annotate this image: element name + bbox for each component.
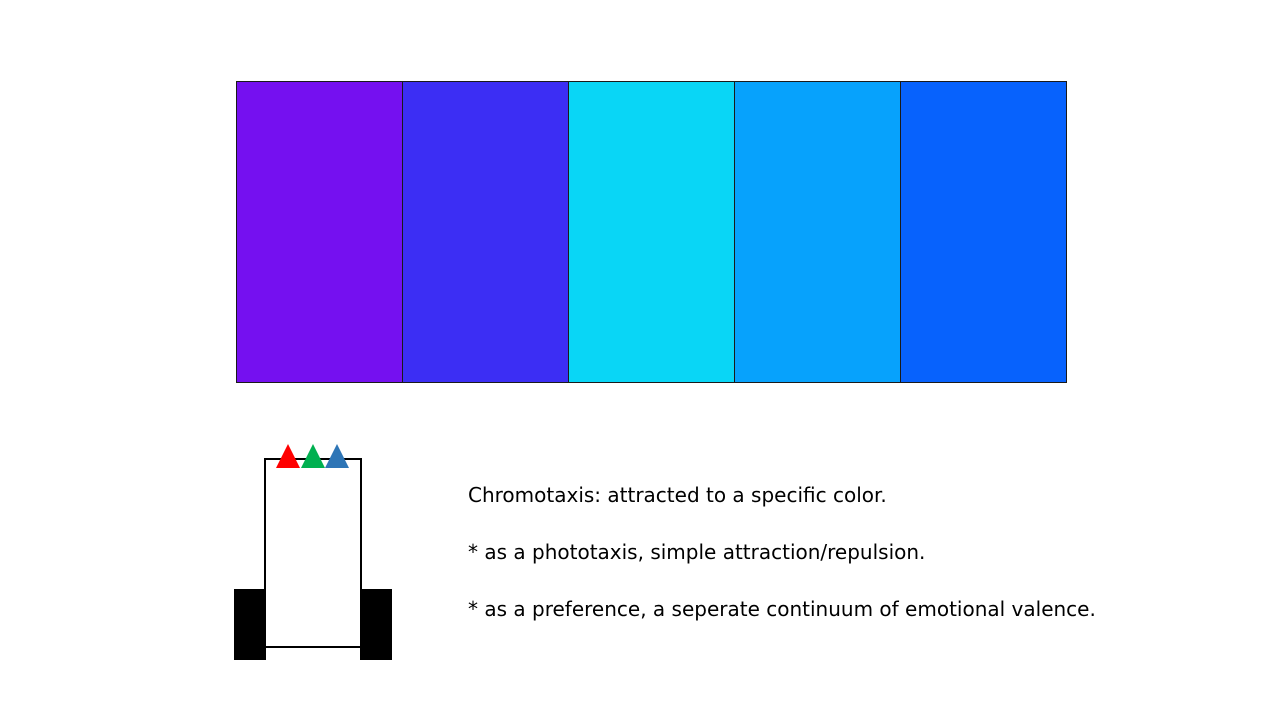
- robot-diagram: [232, 440, 396, 664]
- swatch-cyan: [569, 81, 735, 383]
- swatch-violet: [236, 81, 403, 383]
- swatch-blue: [901, 81, 1067, 383]
- right-wheel: [360, 589, 392, 660]
- note-chromotaxis: Chromotaxis: attracted to a specific col…: [468, 483, 887, 507]
- robot-body: [264, 458, 362, 648]
- swatch-sky-blue: [735, 81, 901, 383]
- red-sensor-icon: [276, 444, 300, 468]
- left-wheel: [234, 589, 266, 660]
- notes-text: Chromotaxis: attracted to a specific col…: [468, 482, 1248, 622]
- blue-sensor-icon: [325, 444, 349, 468]
- color-swatch-strip: [236, 81, 1067, 383]
- swatch-indigo: [403, 81, 569, 383]
- robot-svg: [234, 444, 392, 660]
- note-phototaxis: * as a phototaxis, simple attraction/rep…: [468, 540, 926, 564]
- green-sensor-icon: [301, 444, 325, 468]
- note-preference: * as a preference, a seperate continuum …: [468, 597, 1096, 621]
